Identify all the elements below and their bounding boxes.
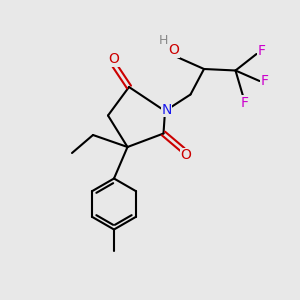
Text: O: O <box>169 44 179 57</box>
Text: O: O <box>109 52 119 66</box>
Text: H: H <box>159 34 168 47</box>
Text: N: N <box>161 103 172 116</box>
Text: F: F <box>258 44 266 58</box>
Text: F: F <box>241 96 248 110</box>
Text: F: F <box>261 74 269 88</box>
Text: O: O <box>181 148 191 162</box>
